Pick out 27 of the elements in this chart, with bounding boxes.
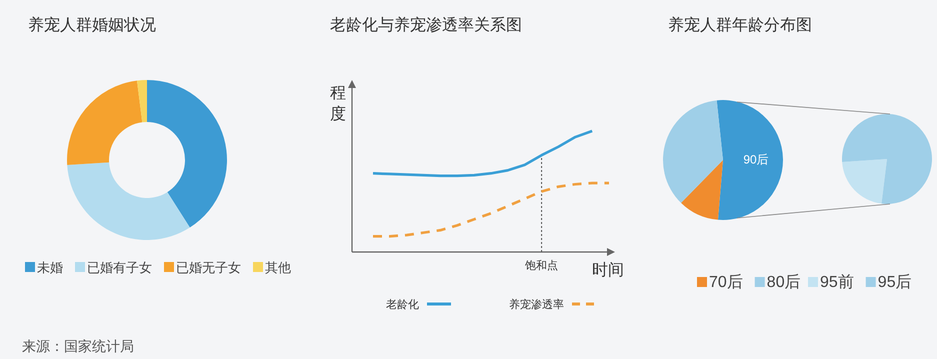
pie-slice bbox=[681, 160, 723, 220]
donut-slice bbox=[136, 80, 147, 122]
x-axis-title: 时间 bbox=[592, 261, 624, 279]
donut-slice bbox=[67, 80, 142, 166]
pie-slice bbox=[842, 114, 932, 204]
legend-label: 已婚有子女 bbox=[87, 260, 152, 275]
legend-label: 95后 bbox=[878, 273, 912, 291]
donut-slice bbox=[147, 80, 227, 228]
legend-label: 养宠渗透率 bbox=[509, 298, 564, 311]
chart-title: 老龄化与养宠渗透率关系图 bbox=[330, 16, 522, 34]
legend-label: 70后 bbox=[709, 273, 743, 291]
y-axis-title: 程度 bbox=[330, 85, 346, 123]
source-note: 来源：国家统计局 bbox=[22, 338, 134, 354]
legend-label: 80后 bbox=[766, 273, 801, 291]
slice-label: 90后 bbox=[743, 152, 769, 167]
chart-title: 养宠人群婚姻状况 bbox=[28, 16, 156, 34]
pie-slice bbox=[663, 100, 723, 203]
legend-label: 95前 bbox=[820, 273, 854, 291]
donut-slice bbox=[67, 162, 190, 240]
legend-label: 未婚 bbox=[37, 260, 63, 275]
legend-label: 老龄化 bbox=[386, 298, 419, 311]
text: 饱和点 bbox=[524, 259, 558, 272]
legend-label: 其他 bbox=[265, 260, 291, 275]
pie-slice bbox=[716, 100, 783, 220]
legend-label: 已婚无子女 bbox=[176, 260, 241, 275]
chart-title: 养宠人群年龄分布图 bbox=[668, 16, 812, 34]
pie-slice bbox=[842, 159, 887, 204]
